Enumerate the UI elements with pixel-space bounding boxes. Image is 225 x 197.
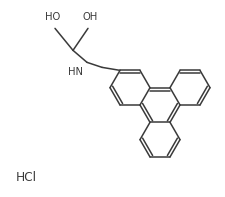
- Text: HCl: HCl: [16, 171, 37, 184]
- Text: OH: OH: [82, 12, 97, 22]
- Text: HN: HN: [68, 67, 83, 77]
- Text: HO: HO: [45, 12, 60, 22]
